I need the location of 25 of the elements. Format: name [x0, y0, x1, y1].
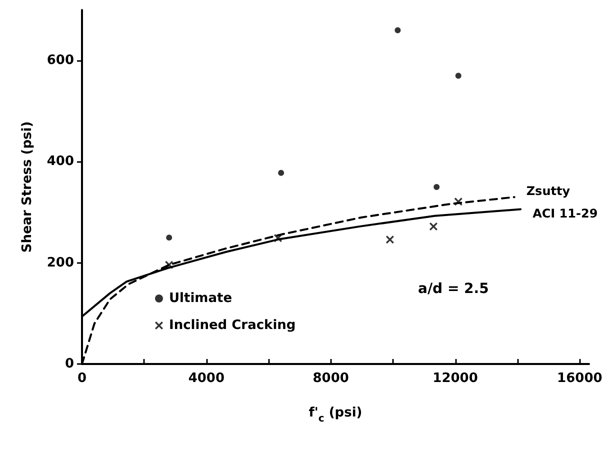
x-tick-label: 4000 [188, 371, 225, 386]
annotation: a/d = 2.5 [418, 281, 489, 297]
point [274, 234, 282, 242]
series-label: Zsutty [526, 184, 570, 198]
point [166, 234, 172, 241]
point [394, 27, 401, 34]
legend-label: Ultimate [169, 291, 232, 306]
point [454, 198, 462, 206]
y-tick-label: 400 [46, 154, 74, 170]
legend-label: Inclined Cracking [169, 318, 296, 333]
x-tick-label: 12000 [432, 371, 478, 386]
y-tick-label: 0 [64, 356, 74, 372]
y-tick-label: 200 [46, 255, 74, 270]
point [278, 170, 284, 176]
point [165, 260, 174, 269]
x-tick-label: 8000 [312, 371, 349, 386]
x-tick-label: 16000 [557, 371, 602, 386]
point [455, 72, 462, 79]
y-tick-label: 600 [46, 53, 74, 68]
point [429, 222, 438, 230]
series-label: ACI 11-29 [532, 206, 598, 220]
y-axis-title: Shear Stress (psi) [20, 121, 35, 253]
point [434, 184, 440, 190]
x-tick-label: 0 [77, 371, 87, 386]
point [386, 236, 394, 244]
